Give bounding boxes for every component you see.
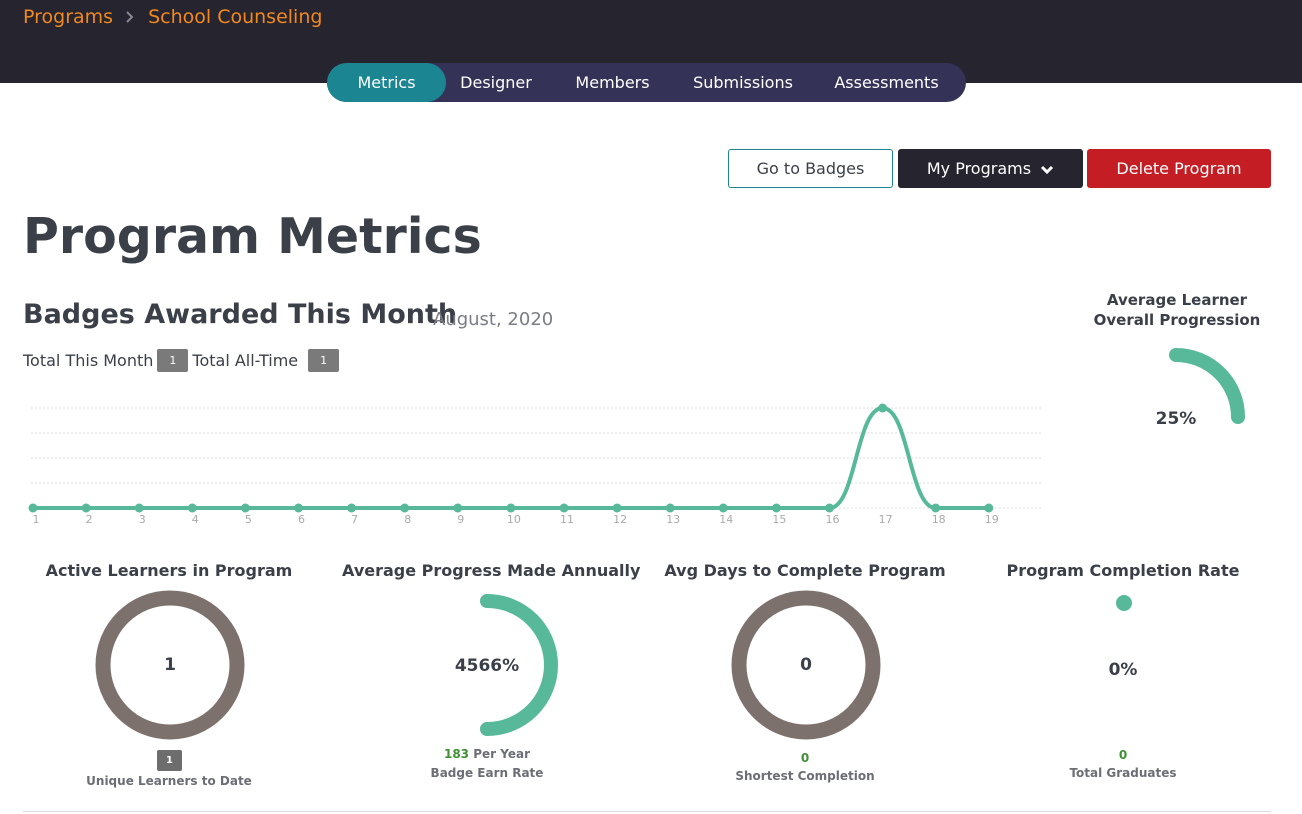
total-graduates-label: Total Graduates [1069, 766, 1177, 780]
avg-days-ring-track [731, 590, 881, 740]
chart-point[interactable] [931, 503, 941, 513]
chart-point[interactable] [134, 503, 144, 513]
chart-tick-label: 10 [507, 513, 521, 526]
chart-point[interactable] [294, 503, 303, 513]
chart-tick-label: 6 [298, 513, 305, 526]
chart-point[interactable] [506, 503, 516, 513]
per-year-label: Per Year [473, 747, 531, 761]
total-all-label: Total All-Time [192, 351, 299, 370]
badge-earn-rate-label: Badge Earn Rate [430, 766, 544, 780]
chart-tick-label: 5 [245, 513, 252, 526]
chart-tick-label: 14 [719, 513, 733, 526]
chart-point[interactable] [81, 503, 91, 513]
chart-point[interactable] [665, 503, 675, 513]
bottom-divider [23, 811, 1271, 812]
avg-progress-gauge-arc [480, 594, 558, 736]
per-year-value: 183 [443, 747, 470, 761]
chevron-down-icon [1040, 150, 1054, 189]
avg-learner-title: Average Learner Overall Progression [1082, 290, 1272, 330]
chart-point[interactable] [347, 503, 357, 513]
chart-tick-label: 13 [666, 513, 680, 526]
tab-metrics[interactable]: Metrics [327, 63, 446, 102]
chart-point[interactable] [825, 503, 834, 513]
chart-tick-label: 4 [192, 513, 199, 526]
avg-progress-gauge: 4566% [455, 594, 558, 736]
badge-totals: Total This Month 1 Total All-Time 1 [23, 349, 343, 372]
avg-learner-gauge: 25% [1156, 348, 1245, 429]
chart-tick-label: 1 [33, 513, 40, 526]
avg-days-value: 0 [800, 655, 812, 675]
program-tabs: Metrics Designer Members Submissions Ass… [327, 63, 966, 102]
breadcrumb-current-link[interactable]: School Counseling [148, 6, 323, 28]
delete-program-button[interactable]: Delete Program [1087, 149, 1271, 188]
tab-submissions[interactable]: Submissions [693, 73, 793, 92]
chart-tick-label: 11 [560, 513, 574, 526]
chart-point[interactable] [718, 503, 728, 513]
chart-series-line [33, 405, 989, 510]
avg-days-title: Avg Days to Complete Program [664, 561, 946, 580]
chart-tick-label: 16 [826, 513, 840, 526]
chart-point[interactable] [612, 503, 622, 513]
chart-point[interactable] [559, 503, 569, 513]
avg-learner-title-line1: Average Learner [1106, 291, 1248, 309]
chart-point[interactable] [28, 503, 38, 513]
tab-designer[interactable]: Designer [460, 73, 532, 92]
active-learners-ring-track [95, 590, 245, 740]
unique-learners-label: Unique Learners to Date [86, 774, 252, 788]
chart-point[interactable] [187, 503, 197, 513]
my-programs-label: My Programs [926, 159, 1032, 178]
badges-section-title: Badges Awarded This Month [23, 299, 458, 330]
chart-tick-label: 17 [879, 513, 893, 526]
shortest-completion-label: Shortest Completion [735, 769, 875, 783]
chart-point[interactable] [771, 503, 781, 513]
total-month-label: Total This Month [23, 351, 154, 370]
breadcrumb: Programs School Counseling [23, 6, 322, 28]
chart-point[interactable] [240, 503, 250, 513]
badges-line-chart: 1 2 3 4 5 6 7 8 9 10 11 12 13 14 15 16 17 18 19 [28, 403, 1043, 526]
chart-point[interactable] [400, 503, 410, 513]
avg-learner-gauge-arc [1169, 348, 1245, 424]
tab-members[interactable]: Members [575, 73, 650, 92]
breadcrumb-programs-link[interactable]: Programs [23, 6, 114, 28]
page-title: Program Metrics [23, 208, 482, 265]
completion-rate-value: 0% [1109, 660, 1138, 680]
completion-rate-title: Program Completion Rate [1006, 561, 1240, 580]
my-programs-dropdown-button[interactable]: My Programs [898, 149, 1083, 188]
chart-tick-label: 15 [772, 513, 786, 526]
chart-tick-label: 19 [985, 513, 999, 526]
per-year-line: 183 Per Year [342, 747, 632, 761]
chart-point[interactable] [453, 503, 463, 513]
shortest-completion-value: 0 [800, 751, 810, 765]
chart-point[interactable] [878, 403, 888, 413]
avg-progress-value: 4566% [455, 656, 519, 676]
avg-days-ring: 0 [731, 590, 881, 740]
total-all-badge: 1 [308, 349, 340, 372]
go-to-badges-button[interactable]: Go to Badges [728, 149, 893, 188]
tab-assessments[interactable]: Assessments [834, 73, 939, 92]
chart-point[interactable] [984, 503, 994, 513]
completion-rate-gauge: 0% [1109, 595, 1138, 680]
unique-learners-badge: 1 [157, 750, 182, 771]
completion-rate-gauge-dot [1116, 595, 1132, 611]
active-learners-value: 1 [164, 655, 176, 675]
chart-tick-label: 2 [86, 513, 93, 526]
avg-learner-value: 25% [1156, 409, 1197, 429]
avg-learner-title-line2: Overall Progression [1093, 311, 1261, 329]
chart-tick-label: 12 [613, 513, 627, 526]
chart-tick-label: 18 [932, 513, 946, 526]
total-graduates-value: 0 [1118, 748, 1128, 762]
chart-tick-label: 8 [404, 513, 411, 526]
active-learners-title: Active Learners in Program [45, 561, 293, 580]
chevron-right-icon [125, 8, 134, 27]
chart-tick-label: 3 [139, 513, 146, 526]
active-learners-ring: 1 [95, 590, 245, 740]
chart-tick-label: 7 [351, 513, 358, 526]
badges-section-date: August, 2020 [433, 309, 554, 330]
chart-tick-label: 9 [457, 513, 464, 526]
total-month-badge: 1 [157, 349, 189, 372]
avg-progress-title: Average Progress Made Annually [342, 561, 641, 580]
